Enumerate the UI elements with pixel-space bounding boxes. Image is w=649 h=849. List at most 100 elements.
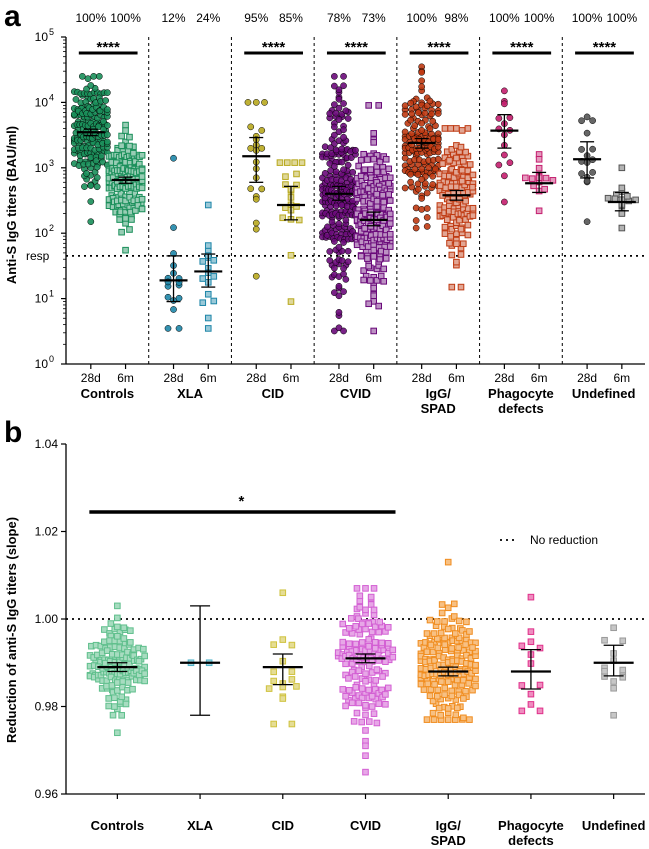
panel-b-point xyxy=(118,693,125,701)
panel-a-point-6m xyxy=(542,174,550,182)
panel-a-point-6m xyxy=(122,121,129,129)
panel-a-point-6m xyxy=(282,173,289,180)
panel-b-point xyxy=(601,667,608,675)
panel-a-point-28d xyxy=(408,110,416,118)
panel-a-point-6m xyxy=(126,193,133,201)
panel-b-point xyxy=(433,692,441,700)
panel-a-point-28d xyxy=(589,117,596,124)
panel-a-point-28d xyxy=(501,151,508,159)
panel-a-point-28d xyxy=(170,154,177,162)
panel-a-point-6m xyxy=(118,132,125,140)
panel-b-point xyxy=(367,601,375,608)
panel-a-timepoint-label: 28d xyxy=(412,371,432,385)
panel-b-point xyxy=(352,684,360,691)
panel-b-point xyxy=(103,647,111,654)
panel-a-point-6m xyxy=(204,201,212,209)
panel-b-point xyxy=(345,624,353,632)
panel-a-timepoint-label: 28d xyxy=(246,371,266,385)
panel-a-timepoint-label: 28d xyxy=(329,371,349,385)
panel-b-point xyxy=(469,644,476,651)
panel-b-point xyxy=(455,617,463,625)
panel-a-point-28d xyxy=(335,324,343,332)
panel-a-point-6m xyxy=(122,215,129,222)
panel-a-point-28d xyxy=(104,106,111,113)
panel-b-point xyxy=(373,719,381,727)
panel-a-point-28d xyxy=(335,116,343,123)
panel-b-point xyxy=(382,701,389,708)
panel-a-point-28d xyxy=(583,177,591,185)
panel-a-group-label: Undefined xyxy=(572,386,636,401)
panel-b-point xyxy=(459,627,466,634)
panel-a-point-28d xyxy=(87,198,95,205)
panel-b-point xyxy=(339,638,347,646)
panel-a-point-6m xyxy=(364,255,371,262)
panel-a-group-label: IgG/ xyxy=(426,386,452,401)
panel-a-y-tick-label: 10 xyxy=(35,30,49,44)
panel-b-y-tick-label: 0.96 xyxy=(35,787,59,801)
panel-b-point xyxy=(356,603,364,611)
panel-b-point xyxy=(431,681,438,688)
panel-a-point-6m xyxy=(138,195,146,203)
panel-a-point-28d xyxy=(428,110,435,118)
panel-a-timepoint-label: 6m xyxy=(531,371,548,385)
panel-b-point xyxy=(342,660,349,668)
panel-a-point-28d xyxy=(414,180,422,188)
panel-a-point-6m xyxy=(386,220,394,227)
panel-a-point-28d xyxy=(84,75,92,83)
panel-b-point xyxy=(119,678,127,685)
panel-b-point xyxy=(114,729,121,737)
panel-a-point-6m xyxy=(377,272,385,280)
panel-a-point-6m xyxy=(204,325,212,332)
panel-a-point-28d xyxy=(87,218,95,226)
panel-b-point xyxy=(527,690,535,698)
panel-b-point xyxy=(472,661,479,669)
panel-b-point xyxy=(120,624,128,632)
panel-b-point xyxy=(444,558,452,566)
panel-a-point-28d xyxy=(104,138,111,146)
panel-b-point xyxy=(127,639,134,646)
panel-a-point-28d xyxy=(247,123,255,131)
panel-b-point xyxy=(345,686,353,694)
panel-a-point-6m xyxy=(604,194,612,202)
panel-b-point xyxy=(423,648,431,656)
panel-a-point-6m xyxy=(210,273,218,280)
panel-a-point-28d xyxy=(331,123,338,131)
panel-a-point-28d xyxy=(244,99,252,106)
panel-b-y-tick-label: 1.00 xyxy=(35,612,59,626)
panel-a-point-6m xyxy=(122,127,129,134)
panel-a-point-6m xyxy=(210,257,218,264)
panel-a-response-percent: 85% xyxy=(279,11,303,25)
panel-a-point-28d xyxy=(247,185,255,193)
panel-a-point-6m xyxy=(370,139,377,146)
panel-a-point-28d xyxy=(335,95,343,103)
panel-a-point-28d xyxy=(407,99,414,107)
panel-b-point xyxy=(438,678,445,685)
panel-a-point-6m xyxy=(624,192,631,200)
panel-b-point xyxy=(610,624,617,632)
panel-a-point-6m xyxy=(469,204,477,212)
panel-b-point xyxy=(107,673,115,681)
panel-a-point-6m xyxy=(365,262,372,270)
panel-a-point-6m xyxy=(453,183,460,191)
panel-a-point-6m xyxy=(370,284,377,292)
panel-b-point xyxy=(518,682,526,689)
panel-a-point-28d xyxy=(352,146,359,154)
panel-a-response-percent: 98% xyxy=(444,11,468,25)
panel-b-point xyxy=(527,628,535,635)
panel-a-point-28d xyxy=(338,145,346,153)
panel-b-point xyxy=(270,641,277,648)
panel-b-point xyxy=(114,679,121,686)
panel-a-point-28d xyxy=(326,110,334,117)
panel-a-point-28d xyxy=(175,325,183,332)
panel-a-point-6m xyxy=(522,174,529,182)
panel-a-point-28d xyxy=(401,184,409,192)
panel-a-point-6m xyxy=(373,168,381,176)
panel-a-point-28d xyxy=(434,143,442,151)
panel-a-threshold-label: resp xyxy=(26,249,50,263)
panel-b-point xyxy=(265,685,273,692)
panel-a-point-6m xyxy=(441,230,449,237)
panel-a-point-6m xyxy=(373,197,381,205)
panel-a-timepoint-label: 28d xyxy=(81,371,101,385)
panel-a-y-tick-exponent: 2 xyxy=(49,223,54,233)
panel-b-point xyxy=(437,711,444,719)
